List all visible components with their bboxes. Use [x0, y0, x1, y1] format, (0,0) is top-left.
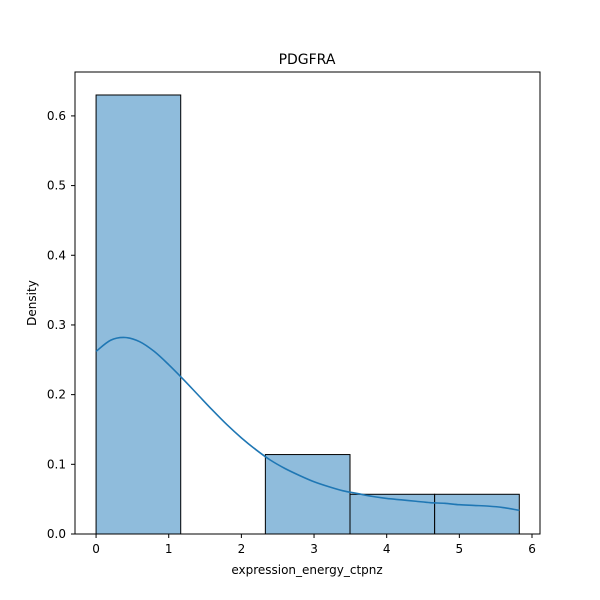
histogram-bar-5 — [434, 493, 520, 535]
y-tick-label-0: 0.0 — [47, 527, 66, 541]
y-tick-label-4: 0.4 — [47, 248, 66, 262]
kde-curve — [95, 336, 520, 512]
histogram-bars — [95, 94, 520, 535]
histogram-bar-1 — [95, 94, 182, 535]
histogram-bar-3 — [264, 454, 351, 535]
x-tick-label-0: 0 — [92, 542, 100, 556]
x-tick-label-4: 4 — [383, 542, 391, 556]
y-axis-ticks: 0.0 0.1 0.2 0.3 0.4 0.5 0.6 — [47, 109, 75, 541]
y-tick-label-3: 0.3 — [47, 318, 66, 332]
x-axis-ticks: 0 1 2 3 4 5 6 — [92, 534, 536, 556]
x-tick-label-6: 6 — [528, 542, 536, 556]
x-tick-label-5: 5 — [456, 542, 464, 556]
y-tick-label-5: 0.5 — [47, 179, 66, 193]
x-tick-label-2: 2 — [238, 542, 246, 556]
chart-title: PDGFRA — [279, 52, 336, 68]
x-tick-label-1: 1 — [165, 542, 173, 556]
y-tick-label-6: 0.6 — [47, 109, 66, 123]
y-axis-label: Density — [25, 280, 39, 326]
y-tick-label-2: 0.2 — [47, 388, 66, 402]
histogram-bar-4 — [349, 493, 436, 535]
plot-frame — [74, 71, 541, 535]
y-tick-label-1: 0.1 — [47, 457, 66, 471]
x-axis-label: expression_energy_ctpnz — [231, 563, 382, 577]
x-tick-label-3: 3 — [310, 542, 318, 556]
